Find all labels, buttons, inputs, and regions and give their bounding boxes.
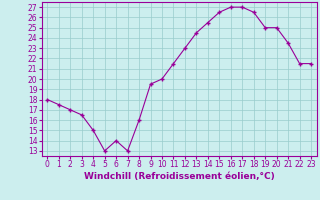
X-axis label: Windchill (Refroidissement éolien,°C): Windchill (Refroidissement éolien,°C) xyxy=(84,172,275,181)
